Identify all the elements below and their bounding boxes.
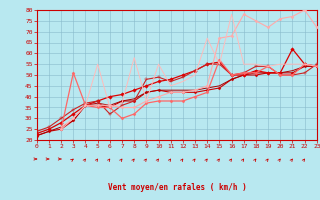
Text: Vent moyen/en rafales ( km/h ): Vent moyen/en rafales ( km/h ) — [108, 183, 247, 192]
